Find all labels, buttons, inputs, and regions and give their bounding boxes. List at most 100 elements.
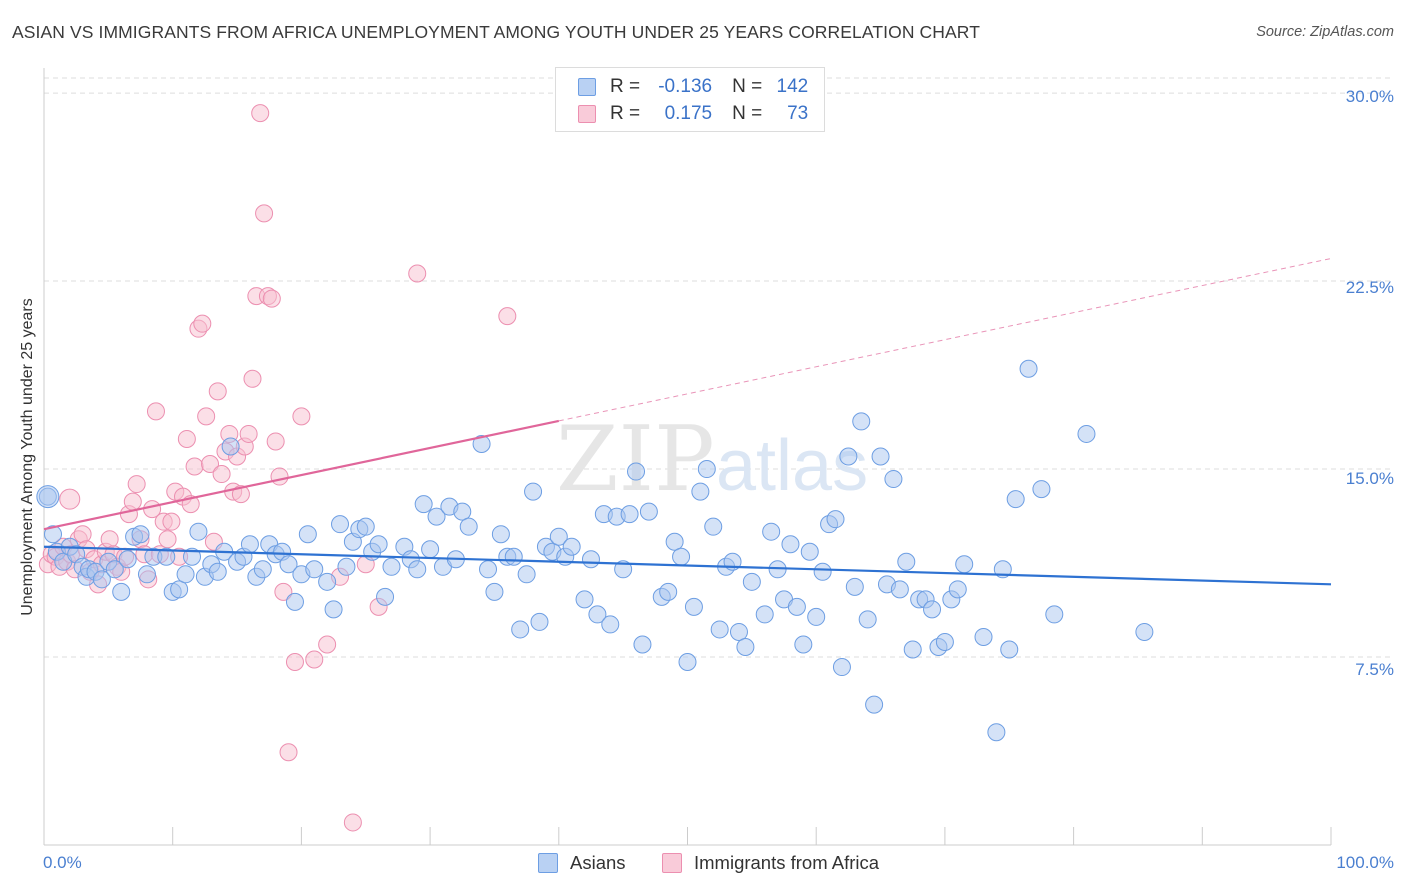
legend-row-africa: R = 0.175 N = 73 <box>578 102 808 126</box>
data-point-asian <box>826 510 845 529</box>
n-value: 73 <box>787 103 809 124</box>
data-point-asian <box>794 635 813 654</box>
r-label: R = <box>610 103 641 124</box>
data-point-asian <box>408 560 427 579</box>
data-point-asian <box>845 577 864 596</box>
data-point-asian <box>710 620 729 639</box>
asians-swatch <box>538 853 558 873</box>
data-point-asian <box>987 723 1006 742</box>
data-point-asian <box>549 527 568 546</box>
data-point-asian <box>678 653 697 672</box>
data-point-africa <box>255 204 274 223</box>
legend-item-asians: Asians <box>538 852 626 874</box>
data-point-africa <box>285 653 304 672</box>
data-point-asian <box>92 570 111 589</box>
africa-swatch <box>578 105 596 123</box>
data-point-asian <box>279 555 298 574</box>
data-point-asian <box>183 547 202 566</box>
data-point-africa <box>498 307 517 326</box>
data-point-asian <box>787 597 806 616</box>
data-point-asian <box>1077 424 1096 443</box>
data-point-asian <box>620 505 639 524</box>
data-point-africa <box>59 488 81 510</box>
legend-row-asians: R = -0.136 N = 142 <box>578 75 808 99</box>
y-tick-label: 22.5% <box>1345 278 1394 297</box>
data-point-africa <box>162 512 181 531</box>
data-point-africa <box>279 743 298 762</box>
data-point-asian <box>659 582 678 601</box>
data-point-asian <box>137 565 156 584</box>
data-point-asian <box>221 437 240 456</box>
data-point-africa <box>318 635 337 654</box>
data-point-asian <box>208 562 227 581</box>
data-point-africa <box>73 525 92 544</box>
data-point-asian <box>781 535 800 554</box>
data-point-asian <box>427 507 446 526</box>
data-point-asian <box>1006 490 1025 509</box>
data-point-asian <box>800 542 819 561</box>
trend-line-africa-extension <box>558 258 1332 422</box>
data-point-asian <box>575 590 594 609</box>
data-point-africa <box>292 407 311 426</box>
data-point-asian <box>588 605 607 624</box>
data-point-asian <box>865 695 884 714</box>
data-point-africa <box>270 467 289 486</box>
data-point-asian <box>736 637 755 656</box>
data-point-asian <box>331 515 350 534</box>
data-point-asian <box>832 658 851 677</box>
data-point-africa <box>177 429 196 448</box>
stats-legend: R = -0.136 N = 142 R = 0.175 N = 73 <box>555 67 825 132</box>
r-value: 0.175 <box>664 103 713 124</box>
data-point-africa <box>185 457 204 476</box>
africa-swatch <box>662 853 682 873</box>
y-tick-label: 15.0% <box>1345 469 1394 488</box>
data-point-asian <box>955 555 974 574</box>
data-point-asian <box>807 607 826 626</box>
data-point-asian <box>633 635 652 654</box>
data-point-asian <box>253 560 272 579</box>
data-point-asian <box>485 582 504 601</box>
data-point-asian <box>356 517 375 536</box>
data-point-asian <box>176 565 195 584</box>
data-point-asian <box>118 550 137 569</box>
y-axis-label: Unemployment Among Youth under 25 years <box>19 298 36 616</box>
data-point-asian <box>324 600 343 619</box>
data-point-asian <box>337 557 356 576</box>
data-point-asian <box>755 605 774 624</box>
legend-item-africa: Immigrants from Africa <box>662 852 879 874</box>
series-legend: Asians Immigrants from Africa <box>0 852 1406 878</box>
data-point-africa <box>343 813 362 832</box>
data-point-africa <box>201 455 220 474</box>
asian-points <box>36 359 1154 742</box>
data-point-asian <box>376 587 395 606</box>
data-point-asian <box>1135 622 1154 641</box>
data-point-asian <box>240 535 259 554</box>
data-point-asian <box>1032 480 1051 499</box>
trend-line-africa <box>43 419 560 531</box>
data-point-africa <box>408 264 427 283</box>
data-point-asian <box>157 547 176 566</box>
data-point-asian <box>601 615 620 634</box>
data-point-asian <box>131 525 150 544</box>
data-point-asian <box>762 522 781 541</box>
data-point-asian <box>742 572 761 591</box>
data-point-asian <box>897 552 916 571</box>
watermark-zip: ZIP <box>556 407 715 512</box>
data-point-asian <box>614 560 633 579</box>
x-tick-label: 0.0% <box>43 853 82 872</box>
data-point-asian <box>504 547 523 566</box>
data-point-africa <box>266 432 285 451</box>
data-point-asian <box>1000 640 1019 659</box>
y-tick-label: 7.5% <box>1355 660 1394 679</box>
legend-label: Immigrants from Africa <box>694 852 880 873</box>
data-point-africa <box>231 485 250 504</box>
data-point-asian <box>491 525 510 544</box>
data-point-africa <box>274 582 293 601</box>
n-label: N = <box>732 103 763 124</box>
data-point-asian <box>369 535 388 554</box>
axes <box>43 68 1332 846</box>
data-point-asian <box>105 560 124 579</box>
data-point-asian <box>923 600 942 619</box>
data-point-africa <box>305 650 324 669</box>
data-point-asian <box>459 517 478 536</box>
